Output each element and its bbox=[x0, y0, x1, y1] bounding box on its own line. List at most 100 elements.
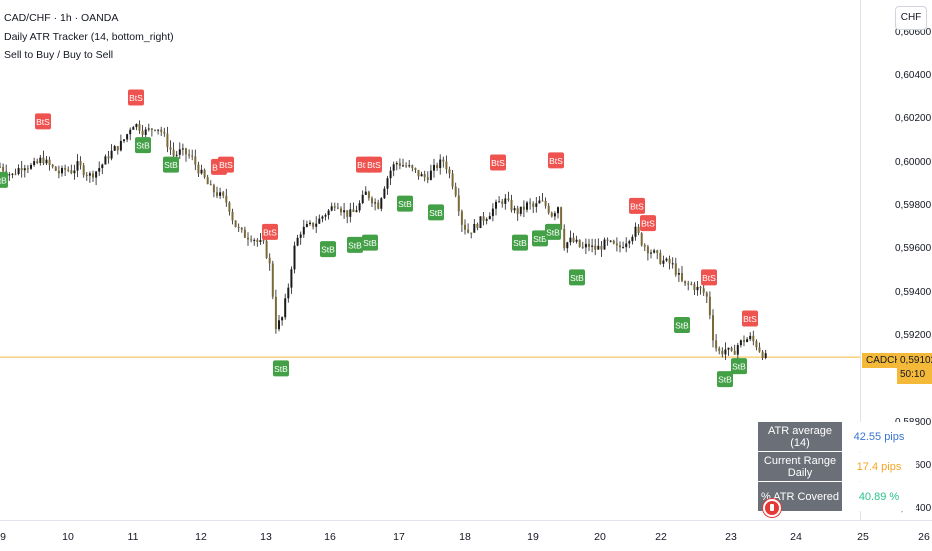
candle-body bbox=[293, 245, 296, 270]
candle-body bbox=[417, 169, 420, 177]
candle-body bbox=[51, 164, 54, 167]
candle-body bbox=[147, 128, 150, 130]
candle-body bbox=[566, 242, 569, 249]
candle-body bbox=[247, 237, 249, 240]
candle-body bbox=[464, 224, 466, 230]
stb-marker: StB bbox=[674, 317, 690, 333]
candle-body bbox=[243, 229, 246, 238]
time-tick-label: 10 bbox=[62, 531, 74, 543]
stb-marker-label: StB bbox=[398, 199, 412, 209]
symbol-line[interactable]: CAD/CHF · 1h · OANDA bbox=[4, 12, 119, 24]
bts-marker-label: BtS bbox=[743, 314, 757, 324]
time-tick-label: 11 bbox=[127, 531, 139, 543]
replay-icon[interactable] bbox=[763, 499, 781, 517]
candle-body bbox=[634, 226, 637, 237]
candle-body bbox=[222, 192, 225, 196]
signal-line[interactable]: Sell to Buy / Buy to Sell bbox=[4, 49, 114, 61]
stb-marker: StB bbox=[545, 223, 561, 240]
stb-marker-box bbox=[674, 317, 690, 333]
candle-body bbox=[547, 205, 550, 213]
stb-marker-box bbox=[397, 195, 413, 212]
candle-body bbox=[380, 198, 383, 209]
candle-body bbox=[290, 269, 293, 288]
stb-marker-label: StB bbox=[274, 364, 288, 374]
bts-marker-label: BtS bbox=[641, 219, 655, 229]
candle-body bbox=[408, 165, 411, 167]
candle-body bbox=[749, 335, 752, 340]
candle-body bbox=[662, 260, 665, 264]
stb-marker-label: StB bbox=[570, 273, 584, 283]
candle-body bbox=[721, 350, 724, 355]
bts-marker: BtS bbox=[262, 223, 278, 240]
candle-body bbox=[467, 229, 470, 233]
bts-marker-box bbox=[35, 113, 51, 130]
stb-marker: StB bbox=[512, 234, 528, 251]
candle-body bbox=[237, 226, 240, 228]
bts-marker-label: BtS bbox=[702, 273, 716, 283]
bts-marker: BtS bbox=[548, 152, 564, 169]
candle-body bbox=[200, 169, 203, 174]
candle-body bbox=[712, 315, 714, 341]
chart-area[interactable]: BtSBtSBtSBtSBtSBtSBtSBtSBtSBtSBtSBtSBtSS… bbox=[0, 0, 860, 520]
candle-body bbox=[398, 163, 401, 167]
bts-marker: BtS bbox=[218, 156, 234, 173]
candle-body bbox=[705, 292, 708, 297]
price-tick-label: 0,59600 bbox=[895, 243, 932, 255]
time-axis[interactable]: 9 10 11 12 13 16 17 18 19 20 22 23 24 25 26 bbox=[0, 520, 932, 551]
stb-marker-label: StB bbox=[513, 238, 527, 248]
candle-body bbox=[501, 201, 504, 204]
bts-marker-label: BtS bbox=[129, 93, 143, 103]
price-chart[interactable]: BtSBtSBtSBtSBtSBtSBtSBtSBtSBtSBtSBtSBtSS… bbox=[0, 0, 860, 520]
candle-body bbox=[36, 161, 39, 163]
atr-average-row: ATR average (14) 42.55 pips bbox=[758, 422, 916, 451]
candle-body bbox=[82, 165, 85, 175]
currency-button[interactable]: CHF bbox=[895, 6, 927, 30]
stb-marker-box bbox=[163, 156, 179, 173]
bts-marker: BtS bbox=[701, 269, 717, 286]
candle-body bbox=[33, 161, 36, 165]
bts-marker-label: BtS bbox=[491, 158, 505, 168]
candle-body bbox=[451, 173, 454, 187]
candle-body bbox=[488, 216, 491, 220]
candle-body bbox=[457, 195, 460, 212]
candle-body bbox=[653, 250, 656, 253]
candle-body bbox=[17, 168, 20, 175]
candle-body bbox=[119, 141, 122, 151]
candle-body bbox=[287, 287, 290, 299]
candle-body bbox=[724, 349, 727, 355]
candle-body bbox=[274, 296, 277, 330]
candle-body bbox=[550, 212, 553, 217]
candle-body bbox=[681, 273, 683, 281]
candle-body bbox=[371, 198, 373, 204]
indicator-line[interactable]: Daily ATR Tracker (14, bottom_right) bbox=[4, 31, 174, 43]
candle-body bbox=[57, 170, 60, 174]
candle-body bbox=[557, 207, 559, 214]
bts-marker: BtS bbox=[366, 156, 382, 173]
candle-body bbox=[361, 194, 364, 204]
candle-body bbox=[755, 341, 758, 348]
candle-body bbox=[336, 207, 339, 209]
candle-body bbox=[532, 203, 535, 207]
stb-marker-label: StB bbox=[718, 375, 732, 385]
candle-body bbox=[330, 206, 333, 211]
candle-body bbox=[234, 220, 237, 227]
stb-marker-box bbox=[731, 358, 747, 375]
candle-body bbox=[684, 280, 687, 284]
candle-body bbox=[166, 133, 169, 148]
last-price-value: 0,59102 bbox=[900, 355, 932, 366]
candle-body bbox=[309, 222, 311, 225]
candle-body bbox=[85, 174, 88, 176]
candle-body bbox=[250, 239, 253, 241]
candle-body bbox=[346, 210, 349, 217]
candle-body bbox=[30, 164, 32, 169]
stb-marker-box bbox=[0, 171, 8, 188]
candle-body bbox=[312, 222, 315, 227]
bts-marker: BtS bbox=[35, 113, 51, 130]
candle-body bbox=[116, 146, 119, 151]
candle-body bbox=[482, 216, 485, 221]
candle-body bbox=[73, 170, 76, 174]
stb-marker-label: StB bbox=[136, 141, 150, 151]
bts-marker: BtS bbox=[128, 89, 144, 106]
time-tick-label: 24 bbox=[790, 531, 802, 543]
candle-body bbox=[569, 237, 572, 243]
